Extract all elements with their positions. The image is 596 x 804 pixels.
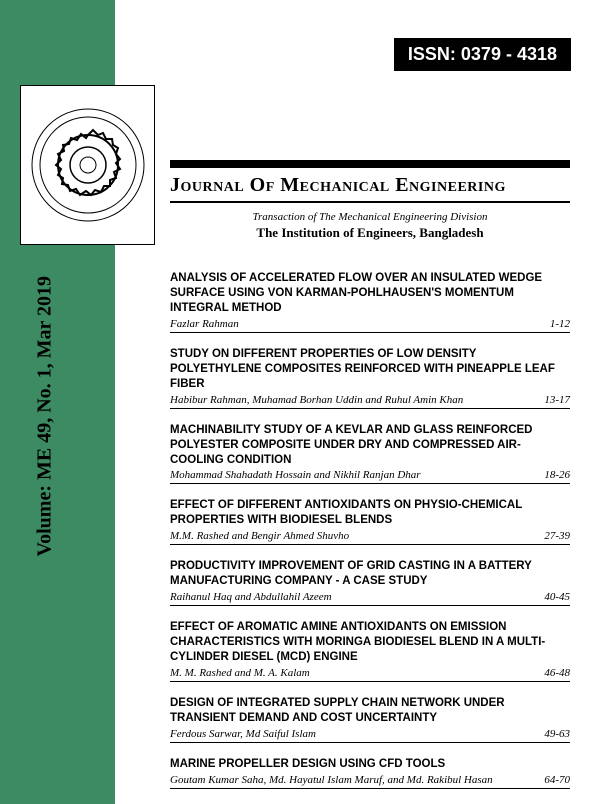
- article-meta: Ferdous Sarwar, Md Saiful Islam 49-63: [170, 728, 570, 740]
- article-entry: DESIGN OF INTEGRATED SUPPLY CHAIN NETWOR…: [170, 696, 570, 743]
- article-pages: 40-45: [544, 591, 570, 603]
- article-authors: Mohammad Shahadath Hossain and Nikhil Ra…: [170, 469, 534, 481]
- article-meta: Fazlar Rahman 1-12: [170, 318, 570, 330]
- article-pages: 13-17: [544, 394, 570, 406]
- article-entry: MACHINABILITY STUDY OF A KEVLAR AND GLAS…: [170, 423, 570, 485]
- article-meta: M. M. Rashed and M. A. Kalam 46-48: [170, 667, 570, 679]
- article-title: PRODUCTIVITY IMPROVEMENT OF GRID CASTING…: [170, 559, 570, 589]
- institution-name: The Institution of Engineers, Bangladesh: [170, 225, 570, 241]
- issn-badge: ISSN: 0379 - 4318: [394, 38, 571, 71]
- article-pages: 27-39: [544, 530, 570, 542]
- article-pages: 64-70: [544, 774, 570, 786]
- article-meta: Raihanul Haq and Abdullahil Azeem 40-45: [170, 591, 570, 603]
- article-entry: STUDY ON DIFFERENT PROPERTIES OF LOW DEN…: [170, 347, 570, 409]
- journal-subtitle: Transaction of The Mechanical Engineerin…: [170, 211, 570, 223]
- article-authors: Ferdous Sarwar, Md Saiful Islam: [170, 728, 534, 740]
- main-content: Journal Of Mechanical Engineering Transa…: [170, 160, 570, 803]
- article-title: MACHINABILITY STUDY OF A KEVLAR AND GLAS…: [170, 423, 570, 468]
- institution-logo-icon: [28, 105, 148, 225]
- articles-list: ANALYSIS OF ACCELERATED FLOW OVER AN INS…: [170, 271, 570, 789]
- article-authors: M.M. Rashed and Bengir Ahmed Shuvho: [170, 530, 534, 542]
- logo-container: [20, 85, 155, 245]
- journal-title: Journal Of Mechanical Engineering: [170, 174, 570, 203]
- article-pages: 46-48: [544, 667, 570, 679]
- article-meta: M.M. Rashed and Bengir Ahmed Shuvho 27-39: [170, 530, 570, 542]
- article-meta: Habibur Rahman, Muhamad Borhan Uddin and…: [170, 394, 570, 406]
- article-title: MARINE PROPELLER DESIGN USING CFD TOOLS: [170, 757, 570, 772]
- spine-volume-text: Volume: ME 49, No. 1, Mar 2019: [34, 276, 57, 557]
- article-authors: Raihanul Haq and Abdullahil Azeem: [170, 591, 534, 603]
- article-pages: 49-63: [544, 728, 570, 740]
- article-authors: Fazlar Rahman: [170, 318, 540, 330]
- article-title: STUDY ON DIFFERENT PROPERTIES OF LOW DEN…: [170, 347, 570, 392]
- article-authors: M. M. Rashed and M. A. Kalam: [170, 667, 534, 679]
- article-title: ANALYSIS OF ACCELERATED FLOW OVER AN INS…: [170, 271, 570, 316]
- article-pages: 18-26: [544, 469, 570, 481]
- article-pages: 1-12: [550, 318, 570, 330]
- article-meta: Mohammad Shahadath Hossain and Nikhil Ra…: [170, 469, 570, 481]
- article-authors: Goutam Kumar Saha, Md. Hayatul Islam Mar…: [170, 774, 534, 786]
- article-title: DESIGN OF INTEGRATED SUPPLY CHAIN NETWOR…: [170, 696, 570, 726]
- article-entry: ANALYSIS OF ACCELERATED FLOW OVER AN INS…: [170, 271, 570, 333]
- title-top-rule: [170, 160, 570, 168]
- article-entry: EFFECT OF DIFFERENT ANTIOXIDANTS ON PHYS…: [170, 498, 570, 545]
- article-entry: MARINE PROPELLER DESIGN USING CFD TOOLS G…: [170, 757, 570, 789]
- article-meta: Goutam Kumar Saha, Md. Hayatul Islam Mar…: [170, 774, 570, 786]
- article-title: EFFECT OF DIFFERENT ANTIOXIDANTS ON PHYS…: [170, 498, 570, 528]
- article-entry: PRODUCTIVITY IMPROVEMENT OF GRID CASTING…: [170, 559, 570, 606]
- article-entry: EFFECT OF AROMATIC AMINE ANTIOXIDANTS ON…: [170, 620, 570, 682]
- article-title: EFFECT OF AROMATIC AMINE ANTIOXIDANTS ON…: [170, 620, 570, 665]
- article-authors: Habibur Rahman, Muhamad Borhan Uddin and…: [170, 394, 534, 406]
